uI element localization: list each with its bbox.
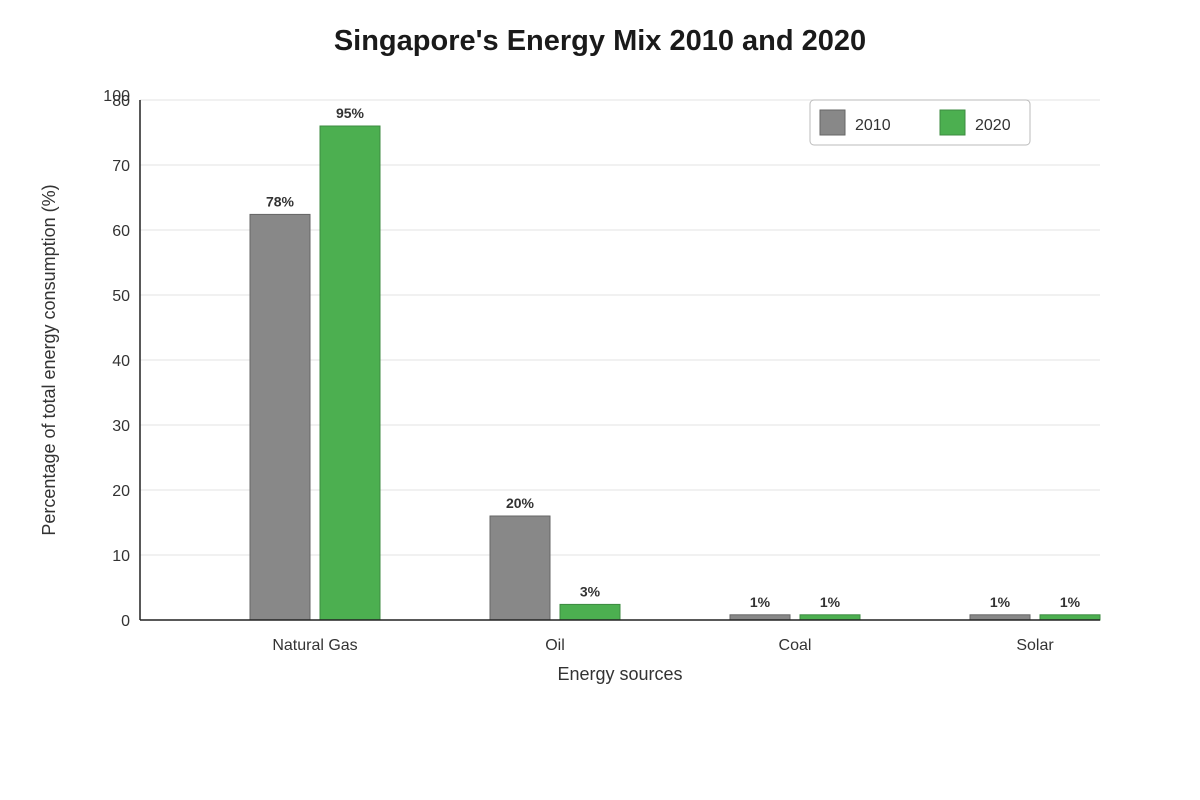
bar-2020-natural-gas <box>319 125 381 621</box>
y-tick-label: 10 <box>112 548 130 565</box>
x-tick-label: Natural Gas <box>272 637 357 654</box>
bar-2020-solar <box>1039 614 1101 621</box>
x-axis-title: Energy sources <box>557 664 682 684</box>
data-label: 95% <box>336 105 365 121</box>
y-tick-label: 70 <box>112 158 130 175</box>
y-tick-label: 80 <box>112 93 130 110</box>
chart-title: Singapore's Energy Mix 2010 and 2020 <box>334 25 866 57</box>
data-labels: 78% 95% 20% 3% 1% 1% 1% 1% <box>266 105 1081 610</box>
bar-2010-natural-gas <box>249 213 311 621</box>
bar-2020-coal <box>799 614 861 621</box>
legend-label-2020: 2020 <box>975 117 1011 134</box>
x-tick-label: Oil <box>545 637 565 654</box>
legend-swatch-2010 <box>819 109 846 136</box>
x-tick-labels: Natural Gas Oil Coal Solar <box>272 637 1054 654</box>
y-tick-label-overlap: 100 <box>103 88 130 105</box>
y-tick-label: 40 <box>112 353 130 370</box>
legend-label-2010: 2010 <box>855 117 891 134</box>
x-tick-label: Coal <box>779 637 812 654</box>
y-axis-title: Percentage of total energy consumption (… <box>39 184 59 535</box>
bar-2010-coal <box>729 614 791 621</box>
bar-2020-oil <box>559 603 621 621</box>
data-label: 3% <box>580 583 601 599</box>
data-label: 20% <box>506 495 535 511</box>
y-tick-label: 0 <box>121 613 130 630</box>
bars <box>249 125 1101 621</box>
y-tick-label: 50 <box>112 288 130 305</box>
data-label: 1% <box>1060 594 1081 610</box>
legend-swatch-2020 <box>939 109 966 136</box>
bar-2010-oil <box>489 515 551 621</box>
x-tick-label: Solar <box>1016 637 1054 654</box>
data-label: 78% <box>266 193 295 209</box>
bar-2010-solar <box>969 614 1031 621</box>
y-tick-label: 60 <box>112 223 130 240</box>
data-label: 1% <box>990 594 1011 610</box>
y-tick-label: 20 <box>112 483 130 500</box>
data-label: 1% <box>820 594 841 610</box>
data-label: 1% <box>750 594 771 610</box>
y-tick-label: 30 <box>112 418 130 435</box>
legend-box <box>809 99 1031 146</box>
legend: 2010 2020 <box>809 99 1031 146</box>
